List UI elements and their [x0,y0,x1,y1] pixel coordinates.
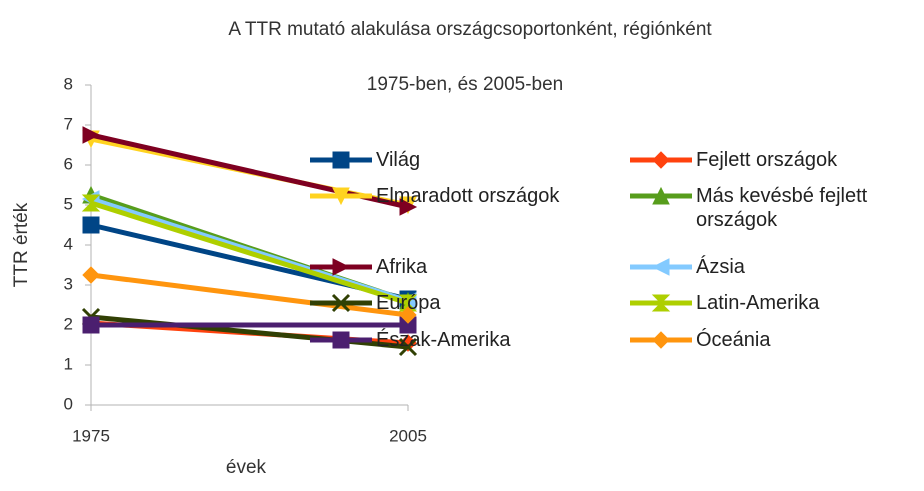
y-tick-label: 8 [64,74,73,93]
legend-swatch [310,187,372,206]
legend-label: Észak-Amerika [376,329,511,351]
legend-item: Ázsia [630,255,745,279]
legend-label: Óceánia [696,329,771,351]
y-axis-label: TTR érték [11,202,32,287]
marker [82,216,100,234]
legend-item: Világ [310,148,420,172]
marker [332,187,350,206]
legend-swatch [630,331,692,349]
marker [398,294,418,312]
legend-label: Ázsia [696,256,745,278]
legend-item: Európa [310,291,441,315]
legend-label: Latin-Amerika [696,292,820,314]
marker [399,198,418,216]
chart-title: A TTR mutató alakulása országcsoportonké… [228,19,712,40]
legend-label: Fejlett országok [696,149,838,171]
marker [398,337,418,357]
legend-label: Elmaradott országok [376,185,560,207]
legend-label: Világ [376,149,421,171]
legend-item: Fejlett országok [630,148,837,172]
legend-label: Afrika [376,256,428,278]
legend-item: Más kevésbé fejlett országok [630,184,896,232]
legend-item: Latin-Amerika [630,291,819,315]
legend-label: Európa [376,292,441,314]
marker [332,331,350,349]
y-tick-label: 6 [64,154,73,173]
marker [82,316,100,334]
y-tick-label: 7 [64,114,73,133]
marker [399,306,417,324]
marker [652,151,670,169]
legend-swatch [630,258,692,276]
marker [332,258,351,276]
legend-swatch [310,293,372,313]
legend-item: Észak-Amerika [310,328,510,352]
series-line [90,272,409,318]
marker [651,258,670,276]
legend-swatch [630,151,692,169]
legend-item: Óceánia [630,328,771,352]
y-tick-label: 5 [64,194,73,213]
chart-subtitle: 1975-ben, és 2005-ben [367,74,564,95]
legend-label: Más kevésbé fejlett országok [696,185,868,231]
legend-swatch [310,331,372,349]
legend-swatch [310,151,372,169]
marker [652,331,670,349]
y-tick-label: 1 [64,354,73,373]
x-axis-label: évek [226,457,267,478]
marker [332,151,350,169]
x-tick-label: 1975 [72,426,110,445]
legend-item: Elmaradott országok [310,184,559,208]
marker [651,294,671,312]
marker [82,266,100,284]
y-tick-label: 4 [64,234,73,253]
marker [81,194,101,212]
marker [331,293,351,313]
marker [82,126,101,144]
legend-swatch [630,186,692,205]
y-tick-label: 2 [64,314,73,333]
legend-swatch [310,258,372,276]
y-tick-label: 3 [64,274,73,293]
y-tick-label: 0 [64,394,73,413]
series-line [90,200,409,306]
x-tick-label: 2005 [389,426,427,445]
marker [652,186,670,205]
legend-item: Afrika [310,255,427,279]
legend-swatch [630,294,692,312]
